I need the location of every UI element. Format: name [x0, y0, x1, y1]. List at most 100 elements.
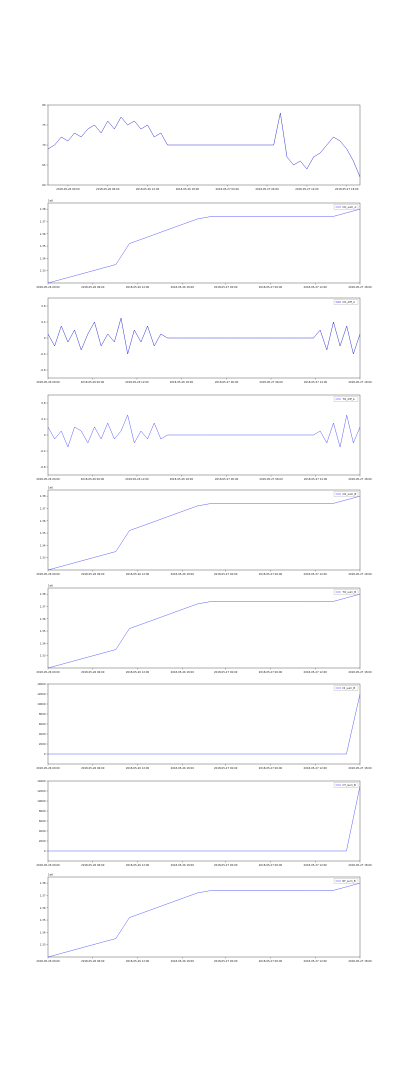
x-tick-label: 2018-05-27 12:00 [304, 285, 328, 289]
y-tick-label: 80 [42, 103, 46, 107]
y-tick-label: 1.33 [40, 556, 46, 560]
x-tick-label: 2018-05-26 00:00 [36, 380, 60, 384]
data-line [47, 208, 361, 284]
y-tick-label: 12000 [37, 789, 46, 793]
x-tick-label: 2018-05-27 00:00 [214, 572, 238, 576]
y-tick-label: 1.34 [40, 930, 46, 934]
x-tick-label: 2018-05-27 00:00 [214, 766, 238, 770]
y-tick-label: 1.35 [40, 531, 46, 535]
x-tick-label: 2018-05-26 18:00 [171, 572, 195, 576]
x-tick-label: 2018-05-26 00:00 [36, 959, 60, 963]
y-tick-label: -0.4 [40, 449, 45, 453]
y-tick-label: 1.38 [40, 881, 46, 885]
legend-box [333, 878, 359, 884]
y-tick-label: 14000 [37, 682, 46, 686]
x-tick-label: 2018-05-26 00:00 [36, 477, 60, 481]
legend-box [333, 589, 359, 595]
x-tick-label: 2018-05-27 18:00 [348, 572, 372, 576]
y-tick-label: 1.37 [40, 506, 46, 510]
offset-label: 1e6 [48, 486, 53, 490]
data-line [47, 317, 361, 355]
data-line [47, 593, 361, 669]
legend-label: CT_sum_B [343, 783, 357, 787]
x-tick-label: 2018-05-26 12:00 [126, 863, 150, 867]
y-tick-label: 1.36 [40, 906, 46, 910]
x-tick-label: 2018-05-27 06:00 [259, 477, 283, 481]
y-tick-label: 14000 [37, 779, 46, 783]
x-tick-label: 2018-05-26 18:00 [171, 766, 195, 770]
y-tick-label: 10000 [37, 702, 46, 706]
x-tick-label: 2018-05-27 18:00 [348, 766, 372, 770]
offset-label: 1e6 [48, 199, 53, 203]
y-tick-label: 8000 [39, 809, 46, 813]
x-tick-label: 2018-05-27 12:00 [304, 380, 328, 384]
data-line [47, 112, 361, 178]
y-tick-label: 4000 [39, 829, 46, 833]
y-tick-label: 0 [44, 433, 46, 437]
x-tick-label: 2018-05-26 18:00 [171, 285, 195, 289]
x-tick-label: 2018-05-26 12:00 [126, 959, 150, 963]
y-tick-label: 0.4 [41, 417, 45, 421]
x-tick-label: 2018-05-27 12:00 [304, 670, 328, 674]
plot-frame [47, 780, 361, 862]
x-tick-label: 2018-05-27 18:00 [348, 477, 372, 481]
legend-box [333, 685, 359, 691]
y-tick-label: 75 [42, 123, 46, 127]
x-tick-label: 2018-05-26 06:00 [81, 766, 105, 770]
x-tick-label: 2018-05-27 12:00 [295, 187, 319, 191]
y-tick-label: 0.4 [41, 320, 45, 324]
legend-box [333, 491, 359, 497]
x-tick-label: 2018-05-27 00:00 [214, 863, 238, 867]
y-tick-label: 1.38 [40, 207, 46, 211]
y-tick-label: 1.38 [40, 494, 46, 498]
legend-label: CO_sum_B [343, 492, 357, 496]
x-tick-label: 2018-05-27 06:00 [259, 670, 283, 674]
data-line [47, 882, 361, 958]
y-tick-label: 1.35 [40, 629, 46, 633]
y-tick-label: 0.8 [41, 401, 45, 405]
y-tick-label: 1.34 [40, 641, 46, 645]
x-tick-label: 2018-05-27 18:00 [348, 380, 372, 384]
x-tick-label: 2018-05-27 12:00 [304, 572, 328, 576]
x-tick-label: 2018-05-27 00:00 [214, 959, 238, 963]
x-tick-label: 2018-05-26 12:00 [126, 766, 150, 770]
y-tick-label: 1.33 [40, 943, 46, 947]
y-tick-label: 0.8 [41, 304, 45, 308]
x-tick-label: 2018-05-27 06:00 [259, 766, 283, 770]
plot-frame [47, 876, 361, 958]
x-tick-label: 2018-05-27 00:00 [214, 285, 238, 289]
x-tick-label: 2018-05-27 12:00 [304, 959, 328, 963]
y-tick-label: 2000 [39, 839, 46, 843]
offset-label: 1e6 [48, 584, 53, 588]
x-tick-label: 2018-05-26 06:00 [81, 380, 105, 384]
y-tick-label: 1.37 [40, 219, 46, 223]
x-tick-label: 2018-05-26 12:00 [126, 285, 150, 289]
x-tick-label: 2018-05-26 12:00 [126, 572, 150, 576]
data-line [48, 693, 361, 755]
y-tick-label: 60 [42, 183, 46, 187]
y-tick-label: 1.37 [40, 604, 46, 608]
data-line [47, 495, 361, 571]
legend-box [333, 396, 359, 402]
y-tick-label: 8000 [39, 712, 46, 716]
y-tick-label: 1.33 [40, 654, 46, 658]
x-tick-label: 2018-05-27 06:00 [259, 572, 283, 576]
y-tick-label: 1.36 [40, 232, 46, 236]
x-tick-label: 2018-05-26 06:00 [96, 187, 120, 191]
x-tick-label: 2018-05-26 06:00 [81, 477, 105, 481]
legend-label: RT_sum_B [343, 879, 356, 883]
y-tick-label: 6000 [39, 722, 46, 726]
x-tick-label: 2018-05-27 18:00 [335, 187, 359, 191]
x-tick-label: 2018-05-26 12:00 [136, 187, 160, 191]
y-tick-label: 1.36 [40, 519, 46, 523]
plot-frame [47, 489, 361, 571]
y-tick-label: 1.35 [40, 244, 46, 248]
legend-label: CO_diff_A [343, 300, 356, 304]
x-tick-label: 2018-05-26 06:00 [81, 670, 105, 674]
legend-box [333, 204, 359, 210]
x-tick-label: 2018-05-26 18:00 [170, 380, 194, 384]
x-tick-label: 2018-05-26 06:00 [81, 959, 105, 963]
y-tick-label: 6000 [39, 819, 46, 823]
